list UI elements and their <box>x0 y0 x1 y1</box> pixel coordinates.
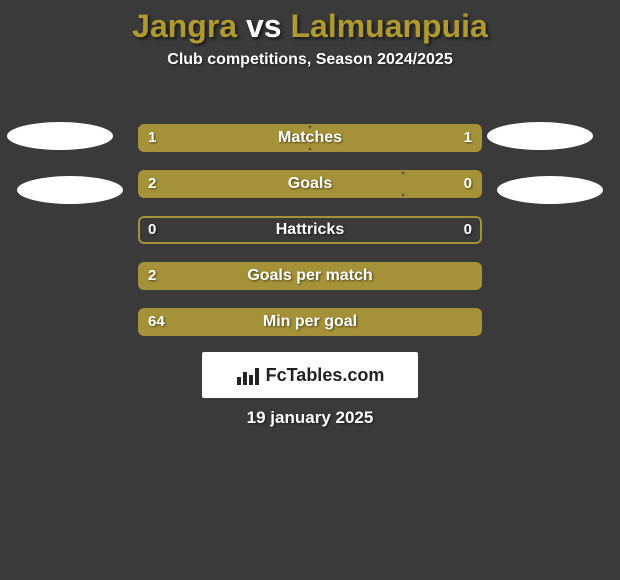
title-vs: vs <box>237 8 290 44</box>
stat-rows: 1Matches12Goals00Hattricks02Goals per ma… <box>138 124 482 354</box>
branding-text: FcTables.com <box>266 365 385 386</box>
subtitle: Club competitions, Season 2024/2025 <box>0 51 620 69</box>
stat-label: Hattricks <box>138 216 482 244</box>
title-player1: Jangra <box>132 8 237 44</box>
title-player2: Lalmuanpuia <box>290 8 487 44</box>
stat-row: 1Matches1 <box>138 124 482 152</box>
stat-right-value: 1 <box>464 124 472 152</box>
stat-row: 2Goals per match <box>138 262 482 290</box>
stat-label: Goals <box>138 170 482 198</box>
stat-right-value: 0 <box>464 170 472 198</box>
bars-icon <box>236 365 260 385</box>
comparison-card: Jangra vs Lalmuanpuia Club competitions,… <box>0 0 620 580</box>
stat-row: 0Hattricks0 <box>138 216 482 244</box>
stat-right-value: 0 <box>464 216 472 244</box>
branding-badge: FcTables.com <box>202 352 418 398</box>
stat-label: Min per goal <box>138 308 482 336</box>
stat-label: Goals per match <box>138 262 482 290</box>
logo-placeholder <box>7 122 113 150</box>
logo-placeholder <box>17 176 123 204</box>
date: 19 january 2025 <box>0 408 620 428</box>
logo-placeholder <box>497 176 603 204</box>
logo-placeholder <box>487 122 593 150</box>
stat-row: 64Min per goal <box>138 308 482 336</box>
title: Jangra vs Lalmuanpuia <box>0 0 620 45</box>
stat-label: Matches <box>138 124 482 152</box>
stat-row: 2Goals0 <box>138 170 482 198</box>
